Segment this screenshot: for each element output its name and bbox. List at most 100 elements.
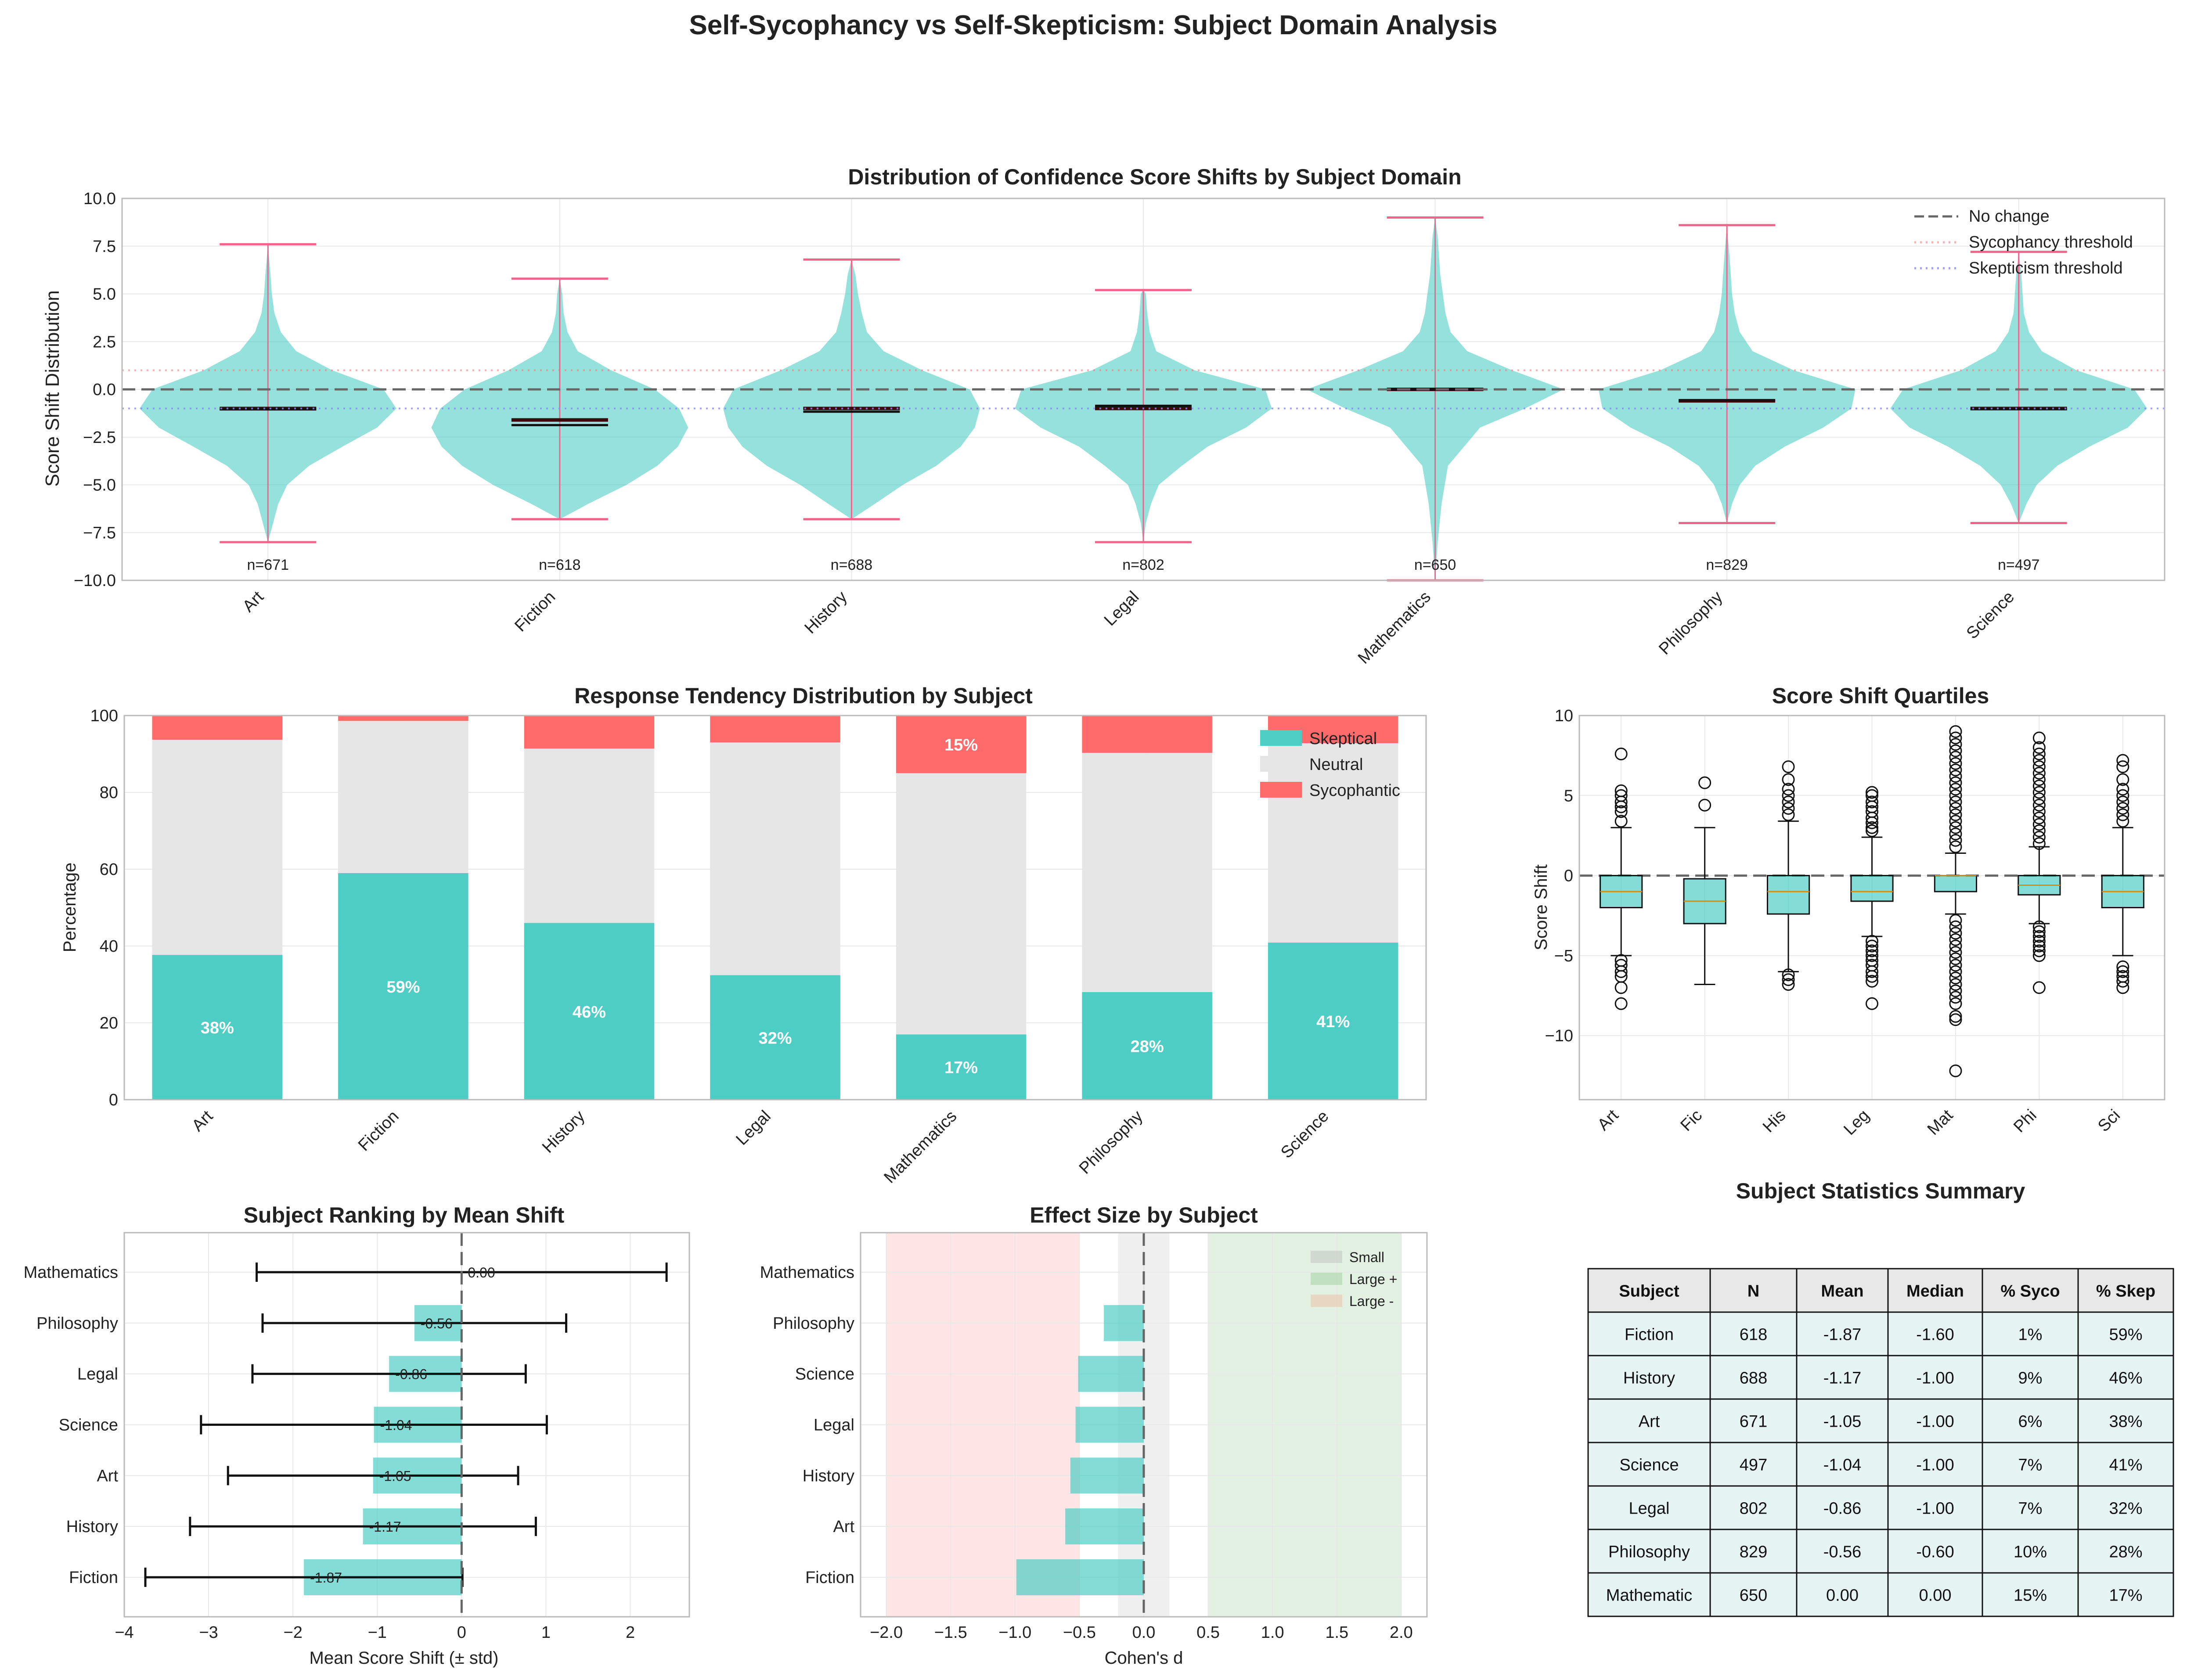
stacked-bar-skeptical <box>1268 943 1398 1100</box>
table-cell-text: Science <box>1619 1456 1679 1475</box>
box-outlier <box>1949 751 1962 764</box>
box-outlier <box>1782 760 1795 773</box>
stacked-bar-skeptical <box>338 873 468 1100</box>
stacked-bar-sycophantic <box>524 716 655 749</box>
table-cell <box>2077 1572 2174 1617</box>
ranking-category-label: Philosophy <box>36 1314 118 1333</box>
table-cell-text: Philosophy <box>1608 1543 1690 1561</box>
table-cell-text: 46% <box>2109 1369 2142 1388</box>
effect-xtick-label: 1.0 <box>1261 1623 1284 1642</box>
violin-n-label: n=497 <box>1998 557 2040 573</box>
box-outlier <box>2116 760 2129 773</box>
ranking-category-label: Art <box>97 1467 118 1485</box>
box-iqr <box>1934 875 1978 892</box>
box-outlier <box>1866 786 1878 799</box>
box-outlier <box>1866 954 1878 967</box>
box-outlier <box>1949 783 1962 796</box>
box-ytick-label: 10 <box>1555 707 1573 725</box>
box-outlier <box>1782 968 1795 982</box>
ranking-value-label: 0.00 <box>468 1265 495 1281</box>
effect-xtick-label: −1.5 <box>934 1623 967 1642</box>
table-cell-text: -1.87 <box>1823 1326 1862 1344</box>
table-cell <box>1709 1572 1798 1617</box>
table-cell-text: 618 <box>1740 1326 1767 1344</box>
effect-category-label: Fiction <box>805 1568 854 1587</box>
box-outlier <box>2032 799 2046 812</box>
box-outlier <box>1949 1064 1962 1077</box>
table-panel: Subject Statistics Summary Subject N Mean M… <box>1587 1179 2174 1617</box>
table-cell-text: 41% <box>2109 1456 2142 1475</box>
table-cell-text: 671 <box>1740 1413 1767 1431</box>
stacked-ytick-label: 100 <box>90 707 118 725</box>
box-outlier <box>1949 997 1962 1010</box>
box-outlier <box>1949 763 1962 777</box>
effect-bar <box>1075 1407 1144 1443</box>
stacked-bar-label: 41% <box>1316 1013 1350 1031</box>
stacked-title: Response Tendency Distribution by Subjec… <box>574 684 1033 708</box>
ranking-xtick-label: 2 <box>626 1623 635 1642</box>
box-ytick-label: 0 <box>1564 867 1573 885</box>
box-outlier <box>1782 802 1795 815</box>
box-outlier <box>1614 815 1628 828</box>
box-outlier <box>1782 795 1795 809</box>
effect-xtick-label: −0.5 <box>1063 1623 1096 1642</box>
box-outlier <box>2032 792 2046 806</box>
table-cell-text: History <box>1623 1369 1675 1388</box>
effect-category-label: Art <box>833 1518 854 1536</box>
box-outlier <box>1949 978 1962 991</box>
table-header-cell <box>1796 1268 1889 1313</box>
box-outlier <box>1614 954 1628 967</box>
ranking-frame <box>123 1232 690 1618</box>
ranking-value-label: -1.04 <box>380 1417 412 1433</box>
box-outlier <box>2032 824 2046 837</box>
table-cell <box>1887 1355 1983 1400</box>
table-cell-text: 10% <box>2014 1543 2047 1561</box>
stacked-bar-sycophantic <box>896 716 1027 773</box>
box-ytick-label: −10 <box>1545 1027 1573 1045</box>
violin-ylabel: Score Shift Distribution <box>42 290 63 487</box>
box-outlier <box>1949 1010 1962 1023</box>
box-outlier <box>2032 748 2046 760</box>
box-outlier <box>2116 783 2129 796</box>
stacked-ylabel: Percentage <box>60 863 79 953</box>
box-outlier <box>1698 799 1711 812</box>
table-cell-text: 17% <box>2109 1586 2142 1605</box>
table-cell-text: 59% <box>2109 1326 2142 1344</box>
box-outlier <box>1949 840 1962 853</box>
table-cell-text: -1.04 <box>1823 1456 1862 1475</box>
box-outlier <box>1949 1013 1962 1026</box>
stacked-bar-label: 17% <box>944 1059 978 1077</box>
stacked-bar-skeptical <box>524 923 655 1100</box>
box-outlier <box>2116 754 2129 767</box>
violin-legend-label: Sycophancy threshold <box>1969 233 2133 252</box>
box-iqr <box>1766 875 1810 915</box>
box-outlier <box>1614 959 1628 972</box>
stacked-legend-swatch <box>1260 782 1302 798</box>
box-ytick-label: 5 <box>1564 787 1573 805</box>
box-outlier <box>1949 776 1962 789</box>
effect-category-label: Mathematics <box>760 1263 854 1282</box>
figure-title: Self-Sycophancy vs Self-Skepticism: Subj… <box>689 10 1497 40</box>
stacked-bar-label: 59% <box>386 978 420 996</box>
box-outlier <box>1949 795 1962 809</box>
ranking-xtick-label: 1 <box>541 1623 551 1642</box>
box-outlier <box>1866 821 1878 834</box>
effect-legend-label: Small <box>1349 1249 1384 1265</box>
stacked-legend-swatch <box>1260 756 1302 772</box>
effect-xtick-label: 0.5 <box>1196 1623 1220 1642</box>
effect-bar <box>1070 1457 1144 1494</box>
box-outlier <box>1949 933 1962 946</box>
box-outlier <box>1614 748 1628 760</box>
box-outlier <box>1949 959 1962 972</box>
ranking-panel: Subject Ranking by Mean Shift Mean Score… <box>24 1203 690 1668</box>
table-cell <box>1709 1529 1798 1574</box>
table-cell <box>2077 1442 2174 1487</box>
table-cell-text: -1.00 <box>1916 1369 1954 1388</box>
table-cell <box>1709 1485 1798 1530</box>
stacked-bar-neutral <box>710 742 840 975</box>
box-outlier <box>2032 766 2046 780</box>
stacked-bar-skeptical <box>896 1034 1027 1100</box>
stacked-legend-label: Neutral <box>1309 755 1363 774</box>
box-outlier <box>1782 789 1795 802</box>
stacked-bar-neutral <box>338 721 468 873</box>
